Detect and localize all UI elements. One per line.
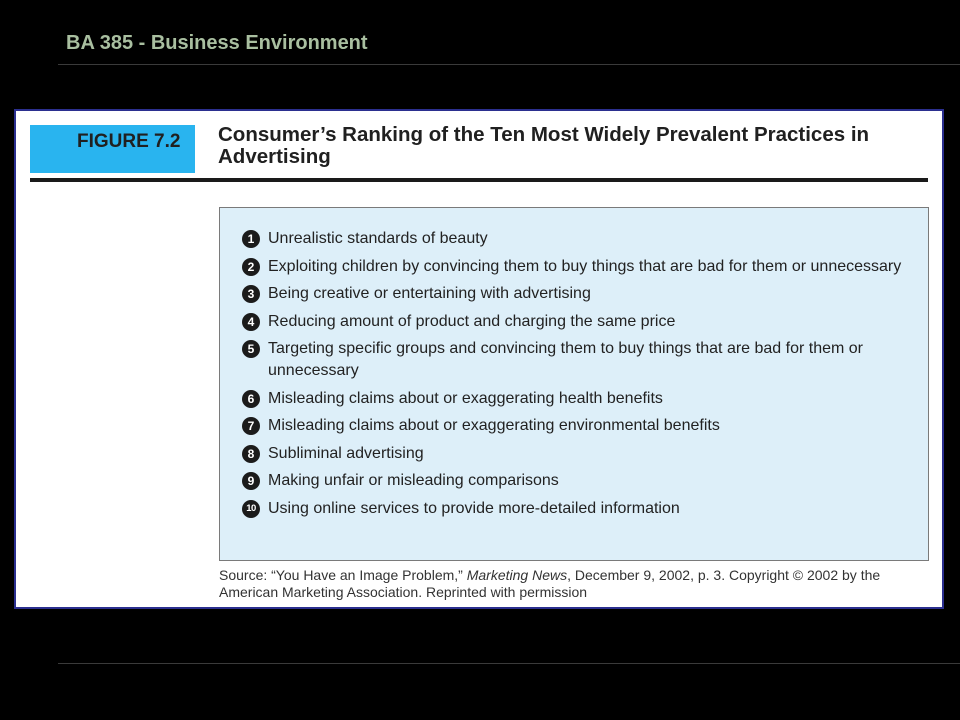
practices-box: 1 Unrealistic standards of beauty 2 Expl…	[219, 207, 929, 561]
list-item: 1 Unrealistic standards of beauty	[242, 228, 912, 250]
practice-text: Being creative or entertaining with adve…	[268, 285, 591, 302]
source-prefix: Source: “You Have an Image Problem,”	[219, 567, 467, 583]
figure-label-block: FIGURE 7.2	[30, 125, 195, 173]
figure-panel: FIGURE 7.2 Consumer’s Ranking of the Ten…	[14, 109, 944, 609]
rank-badge: 10	[242, 499, 260, 518]
practice-text: Misleading claims about or exaggerating …	[268, 389, 663, 407]
list-item: 7 Misleading claims about or exaggeratin…	[242, 415, 912, 437]
figure-label: FIGURE 7.2	[77, 131, 181, 152]
list-item: 6 Misleading claims about or exaggeratin…	[242, 388, 912, 410]
practice-text: Exploiting children by convincing them t…	[268, 257, 902, 275]
rank-badge: 1	[242, 230, 260, 248]
list-item: 3 Being creative or entertaining with ad…	[242, 283, 912, 305]
list-item: 5 Targeting specific groups and convinci…	[242, 338, 912, 382]
rank-badge: 5	[242, 340, 260, 358]
rank-badge: 9	[242, 472, 260, 490]
practice-text: Targeting specific groups and convincing…	[268, 340, 864, 379]
figure-title: Consumer’s Ranking of the Ten Most Widel…	[218, 123, 870, 168]
rank-badge: 3	[242, 285, 260, 303]
header-divider	[58, 64, 960, 65]
rank-badge: 8	[242, 444, 260, 463]
practice-text: Using online services to provide more-de…	[268, 499, 680, 517]
figure-title-rule	[30, 178, 928, 182]
list-item: 2 Exploiting children by convincing them…	[242, 256, 912, 278]
source-note: Source: “You Have an Image Problem,” Mar…	[219, 567, 919, 601]
source-suffix: , December 9, 2002, p. 3. Copyright © 20…	[219, 567, 881, 600]
list-item: 9 Making unfair or misleading comparison…	[242, 470, 912, 492]
practice-text: Subliminal advertising	[268, 444, 424, 462]
practice-text: Unrealistic standards of beauty	[268, 230, 488, 247]
rank-badge: 4	[242, 312, 260, 331]
list-item: 10 Using online services to provide more…	[242, 498, 912, 520]
source-publication: Marketing News	[466, 567, 568, 583]
slide-header-title: BA 385 - Business Environment	[66, 32, 368, 54]
practice-text: Misleading claims about or exaggerating …	[268, 417, 720, 434]
practice-text: Making unfair or misleading comparisons	[268, 472, 559, 489]
practices-list: 1 Unrealistic standards of beauty 2 Expl…	[242, 228, 912, 525]
rank-badge: 7	[242, 417, 260, 435]
list-item: 4 Reducing amount of product and chargin…	[242, 311, 912, 333]
practice-text: Reducing amount of product and charging …	[268, 312, 676, 330]
list-item: 8 Subliminal advertising	[242, 443, 912, 465]
rank-badge: 6	[242, 389, 260, 408]
footer-divider	[58, 663, 960, 664]
rank-badge: 2	[242, 257, 260, 276]
